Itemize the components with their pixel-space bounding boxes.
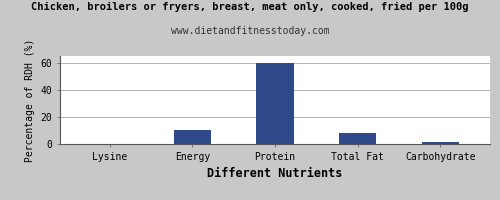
Bar <box>256 63 294 144</box>
Bar <box>422 142 459 144</box>
Text: Chicken, broilers or fryers, breast, meat only, cooked, fried per 100g: Chicken, broilers or fryers, breast, mea… <box>31 2 469 12</box>
Bar <box>174 130 211 144</box>
Bar <box>339 133 376 144</box>
X-axis label: Different Nutrients: Different Nutrients <box>208 167 342 180</box>
Y-axis label: Percentage of RDH (%): Percentage of RDH (%) <box>25 38 35 162</box>
Text: www.dietandfitnesstoday.com: www.dietandfitnesstoday.com <box>170 26 330 36</box>
